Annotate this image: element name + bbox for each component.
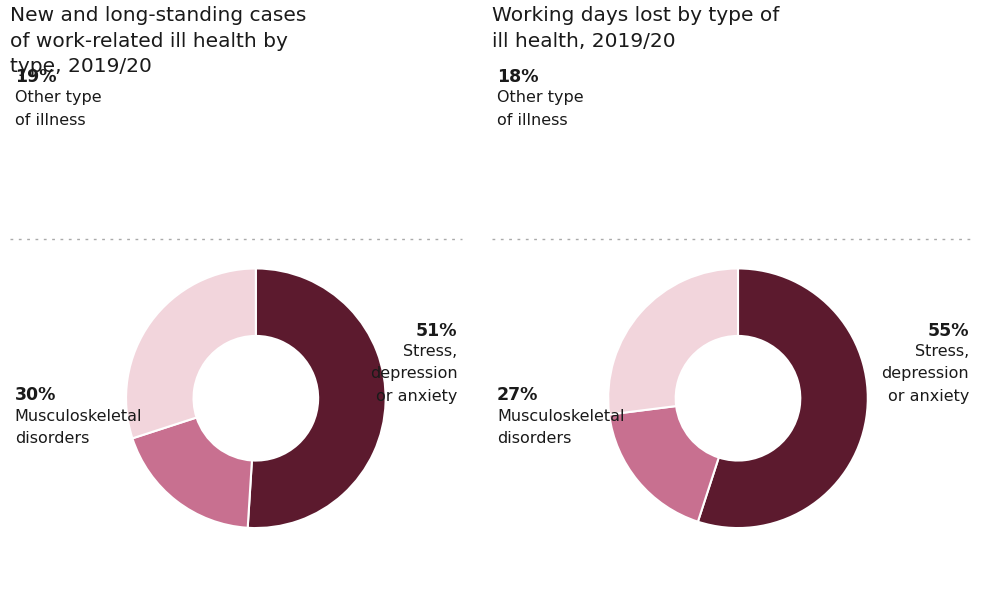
- Wedge shape: [698, 268, 868, 528]
- Text: New and long-standing cases
of work-related ill health by
type, 2019/20: New and long-standing cases of work-rela…: [10, 6, 306, 76]
- Wedge shape: [609, 406, 718, 522]
- Text: 18%: 18%: [497, 68, 538, 86]
- Text: Other type: Other type: [497, 90, 584, 105]
- Text: 55%: 55%: [928, 322, 969, 340]
- Wedge shape: [126, 268, 256, 438]
- Text: disorders: disorders: [497, 431, 572, 446]
- Text: of illness: of illness: [15, 113, 86, 127]
- Text: Stress,: Stress,: [915, 344, 969, 359]
- Text: of illness: of illness: [497, 113, 568, 127]
- Text: 30%: 30%: [15, 386, 56, 405]
- Text: Musculoskeletal: Musculoskeletal: [497, 409, 625, 424]
- Text: Working days lost by type of
ill health, 2019/20: Working days lost by type of ill health,…: [492, 6, 779, 51]
- Text: Musculoskeletal: Musculoskeletal: [15, 409, 143, 424]
- Text: depression: depression: [370, 366, 458, 381]
- Text: disorders: disorders: [15, 431, 90, 446]
- Text: or anxiety: or anxiety: [888, 389, 969, 404]
- Text: depression: depression: [882, 366, 969, 381]
- Text: or anxiety: or anxiety: [376, 389, 458, 404]
- Text: Other type: Other type: [15, 90, 101, 105]
- Wedge shape: [608, 268, 738, 415]
- Wedge shape: [133, 418, 252, 528]
- Text: 27%: 27%: [497, 386, 538, 405]
- Text: 19%: 19%: [15, 68, 56, 86]
- Wedge shape: [248, 268, 386, 528]
- Text: 51%: 51%: [416, 322, 458, 340]
- Text: Stress,: Stress,: [403, 344, 458, 359]
